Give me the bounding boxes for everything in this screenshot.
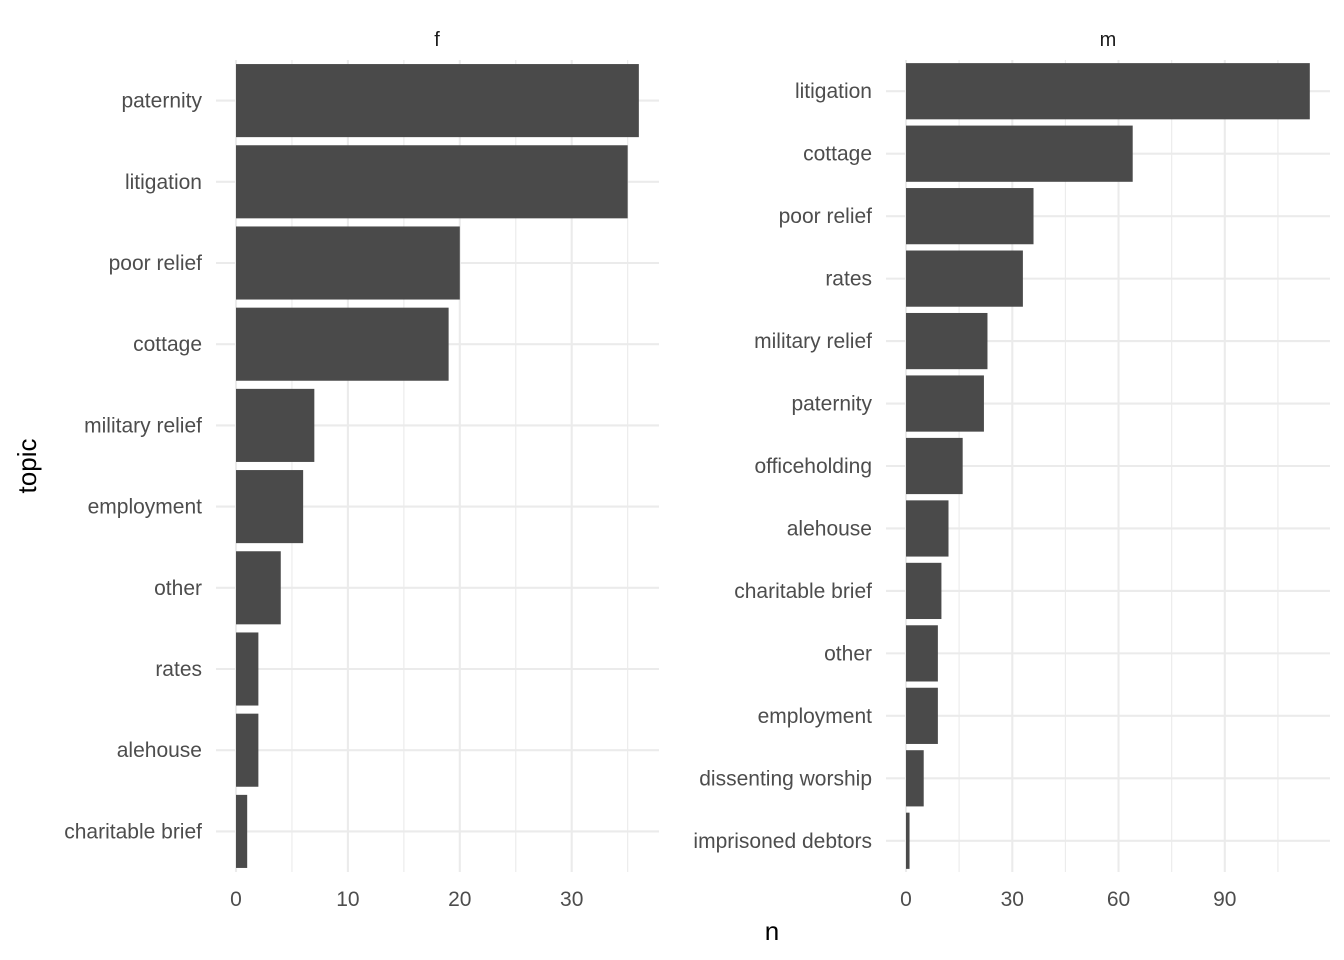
category-label: officeholding: [754, 455, 872, 478]
facet-f-category-labels: paternity litigation poor relief cottage mil…: [64, 90, 202, 844]
category-label: cottage: [803, 143, 872, 166]
category-label: other: [154, 577, 202, 600]
category-label: litigation: [795, 80, 872, 103]
bar: [236, 632, 259, 706]
bar: [236, 551, 281, 625]
x-tick-label: 30: [560, 888, 583, 911]
bar: [236, 713, 259, 787]
bar: [906, 562, 942, 620]
facet-f-tick-labels: 0 10 20 30: [230, 888, 583, 911]
bar: [906, 687, 938, 744]
category-label: poor relief: [109, 252, 203, 275]
bar: [906, 625, 938, 682]
x-axis-title: n: [765, 916, 779, 946]
bar: [236, 794, 248, 868]
category-label: charitable brief: [734, 580, 872, 603]
category-label: alehouse: [787, 517, 872, 540]
x-tick-label: 0: [230, 888, 242, 911]
facet-panel-f: paternity litigation poor relief cottage mil…: [64, 29, 659, 911]
bar: [236, 388, 315, 462]
facet-m-category-labels: litigation cottage poor relief rates militar…: [693, 80, 872, 853]
bar: [906, 188, 1034, 245]
bar: [906, 125, 1133, 182]
facet-f-bars: [236, 64, 639, 868]
category-label: other: [824, 642, 872, 665]
facet-panel-m: litigation cottage poor relief rates militar…: [693, 29, 1330, 911]
facet-m-tick-labels: 0 30 60 90: [900, 888, 1236, 911]
bar: [906, 437, 963, 495]
bar: [906, 63, 1310, 120]
category-label: employment: [88, 496, 203, 519]
category-label: dissenting worship: [699, 767, 872, 790]
category-label: alehouse: [117, 739, 202, 762]
bar: [906, 375, 984, 432]
category-label: rates: [825, 268, 872, 291]
x-tick-label: 60: [1107, 888, 1130, 911]
bar: [236, 307, 449, 381]
bar: [906, 750, 924, 807]
bar: [906, 312, 988, 370]
bar: [236, 64, 639, 138]
x-tick-label: 30: [1001, 888, 1024, 911]
bar: [906, 500, 949, 557]
category-label: imprisoned debtors: [693, 830, 872, 853]
category-label: charitable brief: [64, 820, 202, 843]
category-label: paternity: [791, 393, 872, 416]
bar: [236, 145, 628, 219]
facet-m-bars: [906, 63, 1310, 869]
facet-strip-label: f: [434, 29, 440, 51]
category-label: military relief: [84, 414, 202, 437]
category-label: cottage: [133, 333, 202, 356]
category-label: poor relief: [779, 205, 873, 228]
category-label: litigation: [125, 171, 202, 194]
x-tick-label: 10: [336, 888, 359, 911]
category-label: paternity: [121, 90, 202, 113]
bar: [236, 226, 460, 300]
category-label: rates: [155, 658, 202, 681]
bar: [236, 470, 304, 544]
facet-strip-label: m: [1100, 29, 1117, 51]
category-label: military relief: [754, 330, 872, 353]
x-tick-label: 20: [448, 888, 471, 911]
bar: [906, 250, 1023, 307]
x-tick-label: 0: [900, 888, 912, 911]
bar: [906, 812, 910, 869]
x-tick-label: 90: [1213, 888, 1236, 911]
y-axis-title: topic: [12, 439, 42, 494]
category-label: employment: [758, 705, 873, 728]
